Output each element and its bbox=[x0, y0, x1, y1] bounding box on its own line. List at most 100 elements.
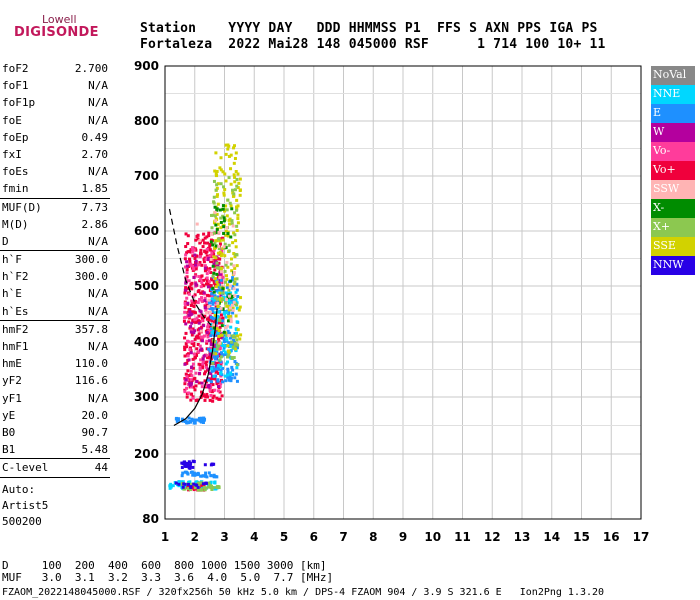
echo-point bbox=[208, 377, 212, 381]
echo-point bbox=[192, 460, 196, 464]
echo-point bbox=[215, 272, 219, 276]
echo-point bbox=[202, 416, 206, 420]
echo-point bbox=[235, 198, 239, 202]
param-label: M(D) bbox=[2, 217, 29, 231]
echo-point bbox=[234, 314, 238, 318]
echo-point bbox=[203, 249, 207, 253]
echo-point bbox=[218, 341, 222, 345]
echo-point bbox=[238, 305, 242, 309]
echo-point bbox=[212, 255, 216, 259]
y-tick-label: 500 bbox=[134, 279, 159, 293]
echo-point bbox=[219, 254, 223, 258]
echo-point bbox=[190, 250, 194, 254]
electron-density-profile-curve bbox=[173, 308, 218, 427]
echo-point bbox=[214, 223, 218, 227]
echo-point bbox=[198, 366, 202, 370]
echo-point bbox=[196, 301, 200, 305]
echo-point bbox=[195, 316, 199, 320]
echo-point bbox=[236, 186, 240, 190]
echo-point bbox=[192, 482, 196, 486]
echo-point bbox=[188, 346, 192, 350]
echo-point bbox=[207, 485, 211, 489]
echo-point bbox=[201, 482, 205, 486]
echo-point bbox=[189, 470, 193, 474]
param-label: foF1 bbox=[2, 79, 29, 93]
echo-point bbox=[199, 329, 203, 333]
echo-point bbox=[192, 331, 196, 335]
echo-point bbox=[221, 170, 225, 174]
echo-point bbox=[196, 473, 200, 477]
echo-point bbox=[223, 350, 227, 354]
echo-point bbox=[212, 279, 216, 283]
y-tick-label: 900 bbox=[134, 59, 159, 73]
echo-point bbox=[205, 339, 209, 343]
param-row: h`E N/A bbox=[0, 285, 112, 302]
echo-point bbox=[188, 482, 192, 486]
echo-point bbox=[191, 357, 195, 361]
echo-point bbox=[211, 286, 215, 290]
echo-point bbox=[184, 378, 188, 382]
echo-point bbox=[191, 366, 195, 370]
x-tick-label: 17 bbox=[633, 530, 650, 544]
echo-point bbox=[181, 471, 185, 475]
echo-point bbox=[227, 154, 231, 158]
param-label: foEp bbox=[2, 130, 29, 144]
echo-point bbox=[226, 375, 230, 379]
echo-point bbox=[215, 186, 219, 190]
echo-point bbox=[209, 240, 213, 244]
echo-point bbox=[207, 481, 211, 485]
echo-point bbox=[239, 296, 243, 300]
echo-point bbox=[201, 420, 205, 424]
echo-point bbox=[218, 345, 222, 349]
echo-point bbox=[219, 368, 223, 372]
echo-point bbox=[208, 254, 212, 258]
echo-point bbox=[203, 304, 207, 308]
echo-point bbox=[217, 364, 221, 368]
echo-point bbox=[203, 361, 207, 365]
echo-point bbox=[231, 276, 235, 280]
echo-point bbox=[218, 208, 222, 212]
echo-point bbox=[193, 486, 197, 490]
echo-point bbox=[233, 255, 237, 259]
echo-point bbox=[203, 264, 207, 268]
legend-item: NoVal bbox=[651, 66, 695, 85]
echo-point bbox=[201, 335, 205, 339]
echo-point bbox=[238, 337, 242, 341]
echo-point bbox=[205, 272, 209, 276]
echo-point bbox=[221, 366, 225, 370]
echo-point bbox=[218, 390, 222, 394]
echo-point bbox=[204, 353, 208, 357]
echo-point bbox=[183, 310, 187, 314]
echo-point bbox=[235, 264, 239, 268]
param-row: hmE 110.0 bbox=[0, 355, 112, 372]
x-tick-label: 5 bbox=[280, 530, 288, 544]
echo-point bbox=[183, 265, 187, 269]
echo-point bbox=[220, 394, 224, 398]
echo-point bbox=[223, 209, 227, 213]
x-tick-label: 2 bbox=[191, 530, 199, 544]
autoscaler-version: 500200 bbox=[2, 514, 42, 528]
echo-point bbox=[191, 396, 195, 400]
param-value: 357.8 bbox=[74, 322, 108, 336]
echo-point bbox=[214, 321, 218, 325]
echo-point bbox=[186, 354, 190, 358]
echo-point bbox=[204, 486, 208, 490]
divider bbox=[0, 250, 110, 252]
echo-point bbox=[194, 263, 198, 267]
echo-point bbox=[191, 473, 195, 477]
echo-point bbox=[224, 379, 228, 383]
echo-point bbox=[219, 168, 223, 172]
echo-point bbox=[221, 380, 225, 384]
echo-point bbox=[214, 296, 218, 300]
echo-point bbox=[197, 350, 201, 354]
echo-point bbox=[213, 214, 217, 218]
echo-point bbox=[188, 383, 192, 387]
echo-point bbox=[185, 386, 189, 390]
echo-point bbox=[220, 319, 224, 323]
echo-point bbox=[220, 317, 224, 321]
echo-point bbox=[200, 299, 204, 303]
echo-point bbox=[200, 313, 204, 317]
echo-point bbox=[192, 275, 196, 279]
echo-point bbox=[211, 399, 215, 403]
echo-point bbox=[206, 281, 210, 285]
